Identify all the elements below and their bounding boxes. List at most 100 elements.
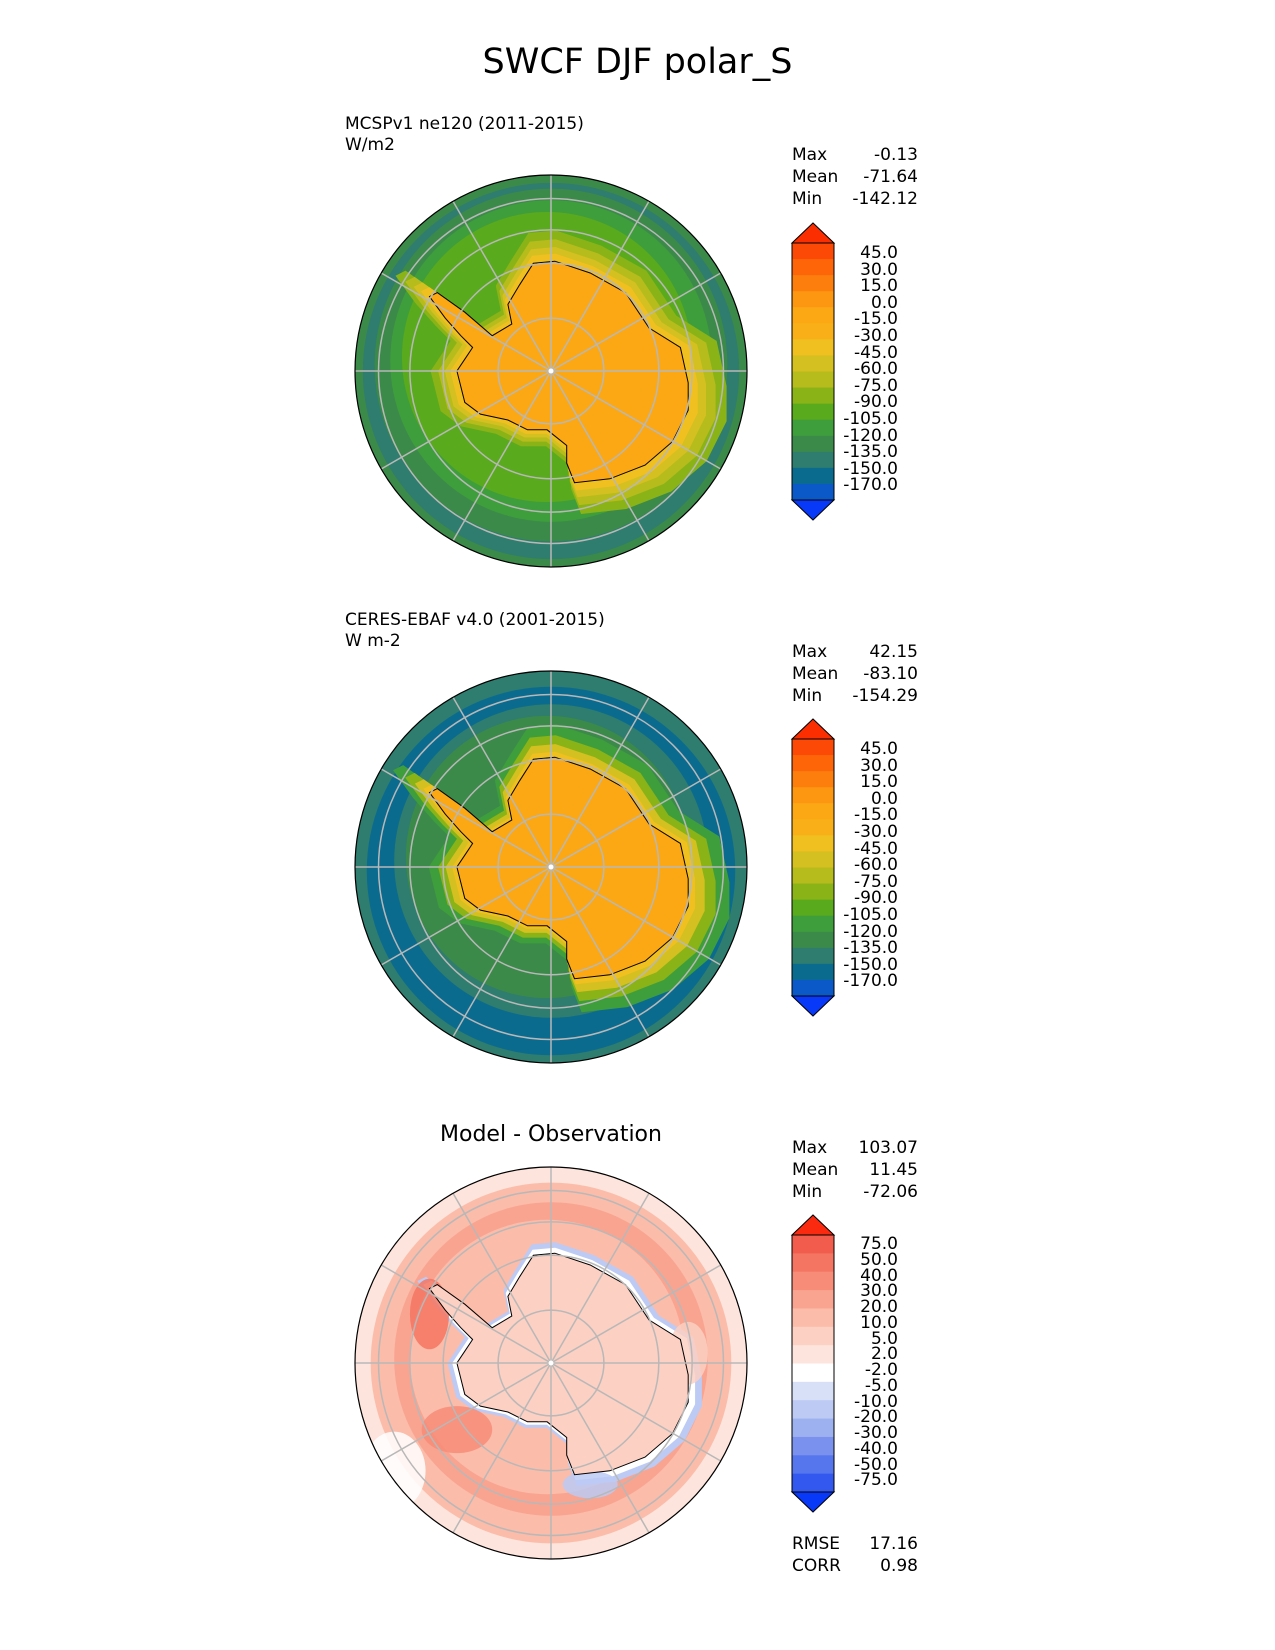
colorbar-extend-max xyxy=(790,718,836,740)
colorbar-tick-label: -30.0 xyxy=(854,325,898,346)
colorbar-segment xyxy=(792,835,834,852)
panel3-stat-max: Max 103.07 xyxy=(792,1138,918,1158)
panel1-colorbar xyxy=(790,222,836,521)
map-field xyxy=(355,175,747,567)
colorbar-tick-label: -90.0 xyxy=(854,392,898,413)
panel1-title-line1: MCSPv1 ne120 (2011-2015) xyxy=(345,114,584,134)
colorbar-segment xyxy=(792,307,834,324)
panel2-stat-min: Min -154.29 xyxy=(792,686,918,706)
panel1-title: MCSPv1 ne120 (2011-2015) W/m2 xyxy=(345,114,584,156)
colorbar-segment xyxy=(792,947,834,965)
colorbar-extend-min xyxy=(790,499,836,521)
colorbar-tick-label: -170.0 xyxy=(843,475,898,496)
colorbar-tick-label: -30.0 xyxy=(854,821,898,842)
colorbar-tick-label: 0.0 xyxy=(870,788,898,809)
colorbar-tick-label: 75.0 xyxy=(860,1234,898,1254)
colorbar-extend-min xyxy=(790,1491,836,1513)
colorbar-tick-label: -90.0 xyxy=(854,888,898,909)
panel2-title: CERES-EBAF v4.0 (2001-2015) W m-2 xyxy=(345,610,605,652)
colorbar-tick-label: -30.0 xyxy=(854,1423,898,1443)
map-boundary xyxy=(354,174,748,568)
colorbar-segment xyxy=(792,403,834,421)
colorbar-tick-label: 2.0 xyxy=(870,1344,898,1365)
colorbar-segment xyxy=(792,1326,834,1346)
colorbar-extend-max xyxy=(790,222,836,244)
colorbar-segment xyxy=(792,339,834,356)
colorbar-tick-label: -150.0 xyxy=(843,954,898,975)
colorbar-segment xyxy=(792,787,834,804)
colorbar-tick-label: -135.0 xyxy=(843,938,898,959)
colorbar-segment xyxy=(792,979,834,997)
colorbar-frame xyxy=(791,1234,835,1493)
panel2-colorbar xyxy=(790,718,836,1017)
panel2-units: W m-2 xyxy=(345,631,401,651)
colorbar-tick-label: -2.0 xyxy=(864,1360,898,1380)
colorbar-segment xyxy=(792,1418,834,1438)
colorbar-tick-label: 0.0 xyxy=(870,292,898,313)
colorbar-tick-label: 50.0 xyxy=(860,1249,898,1270)
colorbar-tick-label: -15.0 xyxy=(854,805,898,826)
colorbar-segment xyxy=(792,963,834,981)
colorbar-tick-label: -120.0 xyxy=(843,921,898,942)
panel3-metric-rmse: RMSE 17.16 xyxy=(792,1534,918,1554)
colorbar-segment xyxy=(792,1235,834,1254)
panel1-stats: Max -0.13 Mean -71.64 Min -142.12 xyxy=(792,144,918,210)
pole-marker xyxy=(548,864,554,870)
colorbar-tick-label: -75.0 xyxy=(854,1470,898,1491)
colorbar-segment xyxy=(792,899,834,917)
panel3-metrics: RMSE 17.16 CORR 0.98 xyxy=(792,1533,918,1577)
colorbar-tick-label: -105.0 xyxy=(843,904,898,925)
panel3-title: Model - Observation xyxy=(440,1122,662,1147)
figure-title: SWCF DJF polar_S xyxy=(482,42,793,82)
colorbar-segment xyxy=(792,483,834,501)
colorbar-segment xyxy=(792,467,834,485)
colorbar-segment xyxy=(792,243,834,260)
panel3-metric-corr: CORR 0.98 xyxy=(792,1556,918,1576)
colorbar-tick-label: 30.0 xyxy=(860,1281,898,1302)
colorbar-tick-label: -60.0 xyxy=(854,855,898,876)
colorbar-segment xyxy=(792,931,834,949)
colorbar-segment xyxy=(792,755,834,772)
panel2-stat-max: Max 42.15 xyxy=(792,642,918,662)
panel2-title-line1: CERES-EBAF v4.0 (2001-2015) xyxy=(345,610,605,630)
panel3-stat-mean: Mean 11.45 xyxy=(792,1160,918,1180)
panel1-stat-min: Min -142.12 xyxy=(792,189,918,209)
antarctica-coastline xyxy=(428,1252,689,1476)
anomaly-patch xyxy=(562,1470,618,1499)
colorbar-tick-label: -150.0 xyxy=(843,458,898,479)
colorbar-segment xyxy=(792,275,834,292)
panel2-stat-mean: Mean -83.10 xyxy=(792,664,918,684)
panel3-stats: Max 103.07 Mean 11.45 Min -72.06 xyxy=(792,1137,918,1203)
colorbar-segment xyxy=(792,387,834,405)
colorbar-segment xyxy=(792,1400,834,1420)
colorbar-segment xyxy=(792,259,834,276)
colorbar-segment xyxy=(792,819,834,836)
panel3-colorbar xyxy=(790,1214,836,1513)
panel2-polar-map xyxy=(354,670,748,1064)
colorbar-segment xyxy=(792,851,834,868)
panel1-stat-max: Max -0.13 xyxy=(792,145,918,165)
colorbar-segment xyxy=(792,1436,834,1456)
panel3-stat-min: Min -72.06 xyxy=(792,1182,918,1202)
colorbar-tick-label: 15.0 xyxy=(860,276,898,297)
colorbar-segment xyxy=(792,451,834,469)
colorbar-segment xyxy=(792,1381,834,1401)
colorbar-tick-label: -45.0 xyxy=(854,342,898,363)
colorbar-segment xyxy=(792,291,834,308)
colorbar-frame xyxy=(791,738,835,997)
colorbar-tick-label: 15.0 xyxy=(860,772,898,793)
colorbar-frame xyxy=(791,242,835,501)
colorbar-tick-label: -20.0 xyxy=(854,1407,898,1428)
map-boundary xyxy=(354,670,748,1064)
panel1-stat-mean: Mean -71.64 xyxy=(792,167,918,187)
panel3-polar-map xyxy=(354,1166,748,1560)
panel2-stats: Max 42.15 Mean -83.10 Min -154.29 xyxy=(792,641,918,707)
colorbar-tick-label: 30.0 xyxy=(860,755,898,776)
colorbar-segment xyxy=(792,803,834,820)
colorbar-tick-label: 30.0 xyxy=(860,259,898,280)
panel1-units: W/m2 xyxy=(345,135,395,155)
colorbar-segment xyxy=(792,771,834,788)
colorbar-segment xyxy=(792,739,834,756)
colorbar-segment xyxy=(792,1455,834,1475)
panel1-colorbar-ticks: 45.0 30.0 15.0 0.0 -15.0 -30.0 -45.0 -60.0 -75.0… xyxy=(840,245,898,494)
